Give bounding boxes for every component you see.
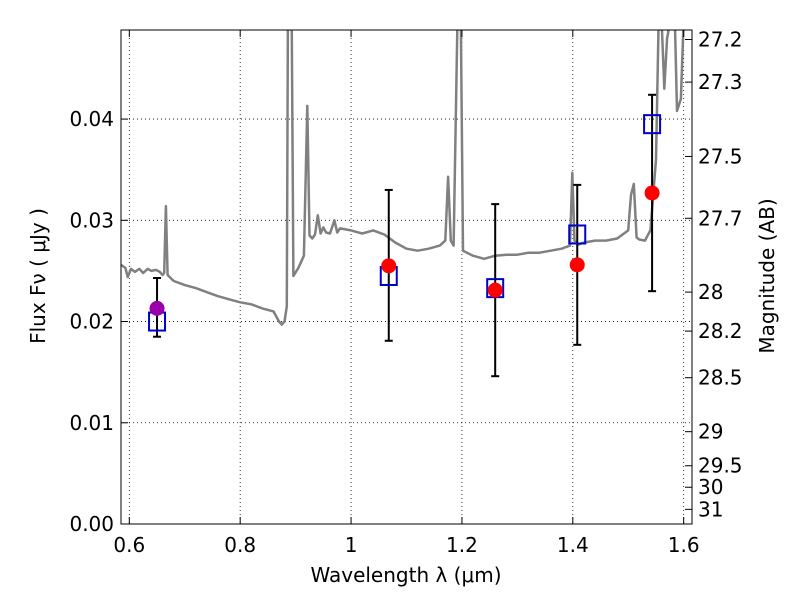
y-axis-title: Flux Fν ( μJy ) (26, 208, 50, 344)
y2-tick-label: 27.7 (698, 206, 743, 230)
y2-tick-label: 30 (698, 475, 723, 499)
y2-tick-label: 27.2 (698, 27, 743, 51)
model-point (569, 257, 585, 273)
y-tick-label: 0.00 (69, 512, 114, 536)
observed-point (568, 224, 587, 245)
x-tick-label: 1.4 (557, 533, 589, 557)
x-tick-label: 0.8 (224, 533, 256, 557)
y-tick-label: 0.04 (69, 107, 114, 131)
y2-tick-label: 28.5 (698, 366, 743, 390)
y2-tick-label: 31 (698, 497, 723, 521)
x-tick-label: 0.6 (113, 533, 145, 557)
y2-tick-label: 29 (698, 420, 723, 444)
y2-tick-label: 27.5 (698, 144, 743, 168)
spectrum-layer (121, 30, 685, 326)
observed-point (643, 114, 662, 135)
model-point (644, 185, 660, 201)
model-points-layer (149, 185, 660, 316)
tick-layer: 0.6 0.8 1 1.2 1.4 1.6 0.00 0.01 0.02 0.03 0.04 27.2… (69, 27, 742, 557)
y2-tick-label: 28.2 (698, 319, 743, 343)
x-tick-label: 1.6 (668, 533, 700, 557)
grid-lines (121, 30, 692, 525)
y2-tick-label: 29.5 (698, 454, 743, 478)
y2-axis-title: Magnitude (AB) (755, 198, 779, 353)
model-point (381, 258, 397, 274)
y-tick-label: 0.01 (69, 411, 114, 435)
spectrum-line (121, 30, 685, 326)
model-point (149, 300, 165, 316)
x-tick-label: 1 (345, 533, 358, 557)
y2-tick-label: 28 (698, 280, 723, 304)
errorbar-layer (153, 93, 657, 378)
observed-points-layer (148, 114, 662, 332)
model-point (487, 282, 503, 298)
x-axis-title: Wavelength λ (μm) (310, 563, 501, 587)
y-tick-label: 0.03 (69, 208, 114, 232)
x-tick-label: 1.2 (446, 533, 478, 557)
plot-frame (120, 29, 693, 525)
y-tick-label: 0.02 (69, 310, 114, 334)
y2-tick-label: 27.3 (698, 70, 743, 94)
